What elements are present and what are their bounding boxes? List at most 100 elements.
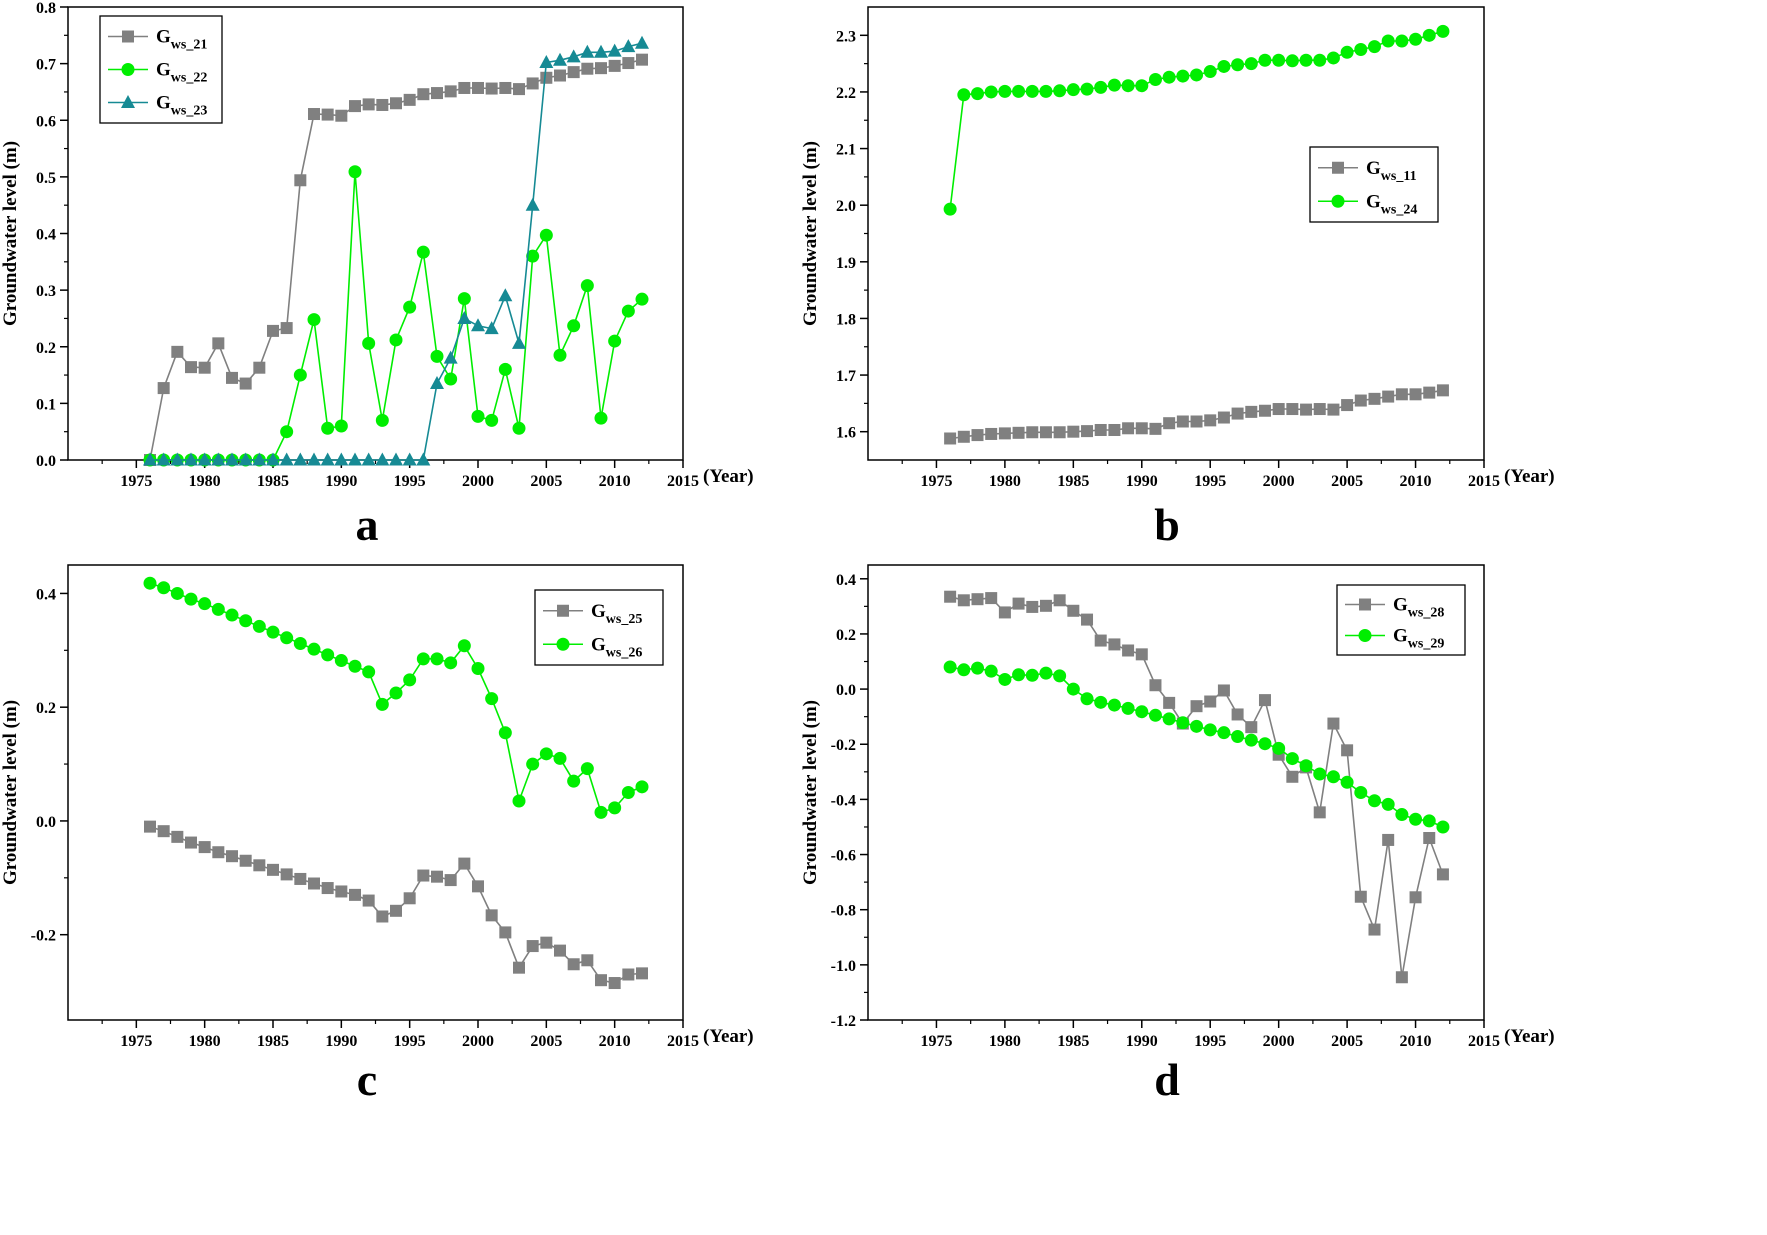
data-point (1053, 669, 1067, 683)
data-point (430, 349, 444, 363)
data-point (553, 52, 567, 66)
data-point (1244, 57, 1258, 71)
data-point (472, 880, 484, 893)
data-point (498, 726, 512, 740)
data-point (279, 452, 294, 466)
x-tick-label: 2000 (1263, 473, 1295, 490)
data-point (171, 830, 184, 843)
panel-label: a (356, 499, 379, 550)
data-point (1381, 34, 1395, 48)
data-point (1204, 695, 1217, 708)
data-point (444, 874, 457, 887)
data-point (156, 452, 171, 466)
data-point (1039, 84, 1053, 98)
data-point (622, 968, 635, 981)
series-ws_25 (144, 820, 648, 990)
data-point (1094, 695, 1108, 709)
data-point (621, 786, 635, 799)
data-point (157, 382, 170, 395)
x-axis-label: (Year) (1504, 466, 1555, 487)
x-tick-label: 2015 (1468, 1033, 1500, 1050)
data-point (985, 427, 998, 440)
data-point (567, 319, 581, 333)
data-point (1080, 692, 1094, 706)
data-point (389, 686, 403, 700)
data-point (1080, 82, 1094, 96)
data-point (525, 197, 540, 211)
data-point (212, 337, 225, 350)
data-point (321, 882, 334, 895)
x-tick-label: 2005 (530, 473, 562, 490)
data-point (1231, 730, 1245, 744)
data-point (171, 345, 184, 358)
data-point (1163, 696, 1176, 709)
data-point (1190, 68, 1204, 82)
data-point (1327, 403, 1340, 416)
data-point (1081, 425, 1094, 438)
data-point (226, 371, 238, 384)
legend-marker (1331, 194, 1345, 208)
y-tick-label: -0.2 (831, 737, 856, 754)
data-point (320, 452, 335, 466)
data-point (403, 673, 417, 687)
data-point (594, 411, 608, 425)
data-point (621, 39, 636, 53)
legend-marker (556, 637, 570, 651)
data-point (608, 801, 622, 815)
data-point (1326, 770, 1340, 784)
legend-label: Gws_29 (1393, 626, 1444, 652)
data-point (1176, 69, 1190, 83)
data-point (185, 361, 197, 374)
data-point (1382, 390, 1395, 403)
y-tick-label: 0.2 (836, 627, 856, 644)
data-point (581, 954, 594, 967)
data-point (957, 88, 971, 102)
data-point (294, 174, 307, 187)
x-tick-label: 2000 (462, 473, 494, 490)
data-point (567, 66, 580, 79)
data-point (512, 421, 526, 435)
data-point (457, 310, 472, 324)
data-point (1395, 971, 1408, 984)
data-point (198, 841, 211, 854)
data-point (1217, 411, 1230, 424)
x-tick-label: 1980 (989, 1033, 1021, 1050)
data-point (1053, 426, 1066, 439)
x-tick-label: 2005 (530, 1033, 562, 1050)
data-point (957, 594, 970, 607)
series-ws_26 (143, 576, 649, 819)
legend: Gws_21 Gws_22 Gws_23 (99, 15, 223, 124)
data-point (1025, 668, 1039, 682)
data-point (375, 452, 390, 466)
data-point (984, 85, 998, 99)
data-point (361, 452, 376, 466)
y-tick-label: 0.0 (836, 682, 856, 699)
y-axis-label: Groundwater level (m) (800, 141, 821, 326)
data-point (267, 863, 279, 876)
data-point (1066, 83, 1080, 97)
y-axis-label: Groundwater level (m) (0, 700, 21, 885)
data-point (635, 35, 649, 49)
data-point (484, 321, 499, 335)
data-point (1122, 644, 1135, 657)
data-point (362, 665, 376, 679)
data-point (253, 859, 266, 872)
y-tick-label: 0.6 (36, 113, 56, 130)
data-point (431, 87, 443, 100)
legend-marker (121, 63, 135, 76)
data-point (1094, 634, 1107, 647)
data-point (512, 335, 526, 349)
data-point (957, 430, 970, 443)
data-point (458, 81, 471, 94)
data-point (1012, 426, 1025, 439)
data-point (1012, 668, 1026, 682)
data-point (1354, 786, 1368, 799)
data-point (143, 576, 157, 590)
data-point (554, 69, 566, 82)
data-point (1108, 423, 1121, 436)
series-ws_29 (943, 660, 1450, 834)
data-point (1245, 721, 1258, 734)
data-point (998, 672, 1012, 686)
x-tick-label: 2010 (599, 473, 631, 490)
data-point (1094, 80, 1108, 94)
